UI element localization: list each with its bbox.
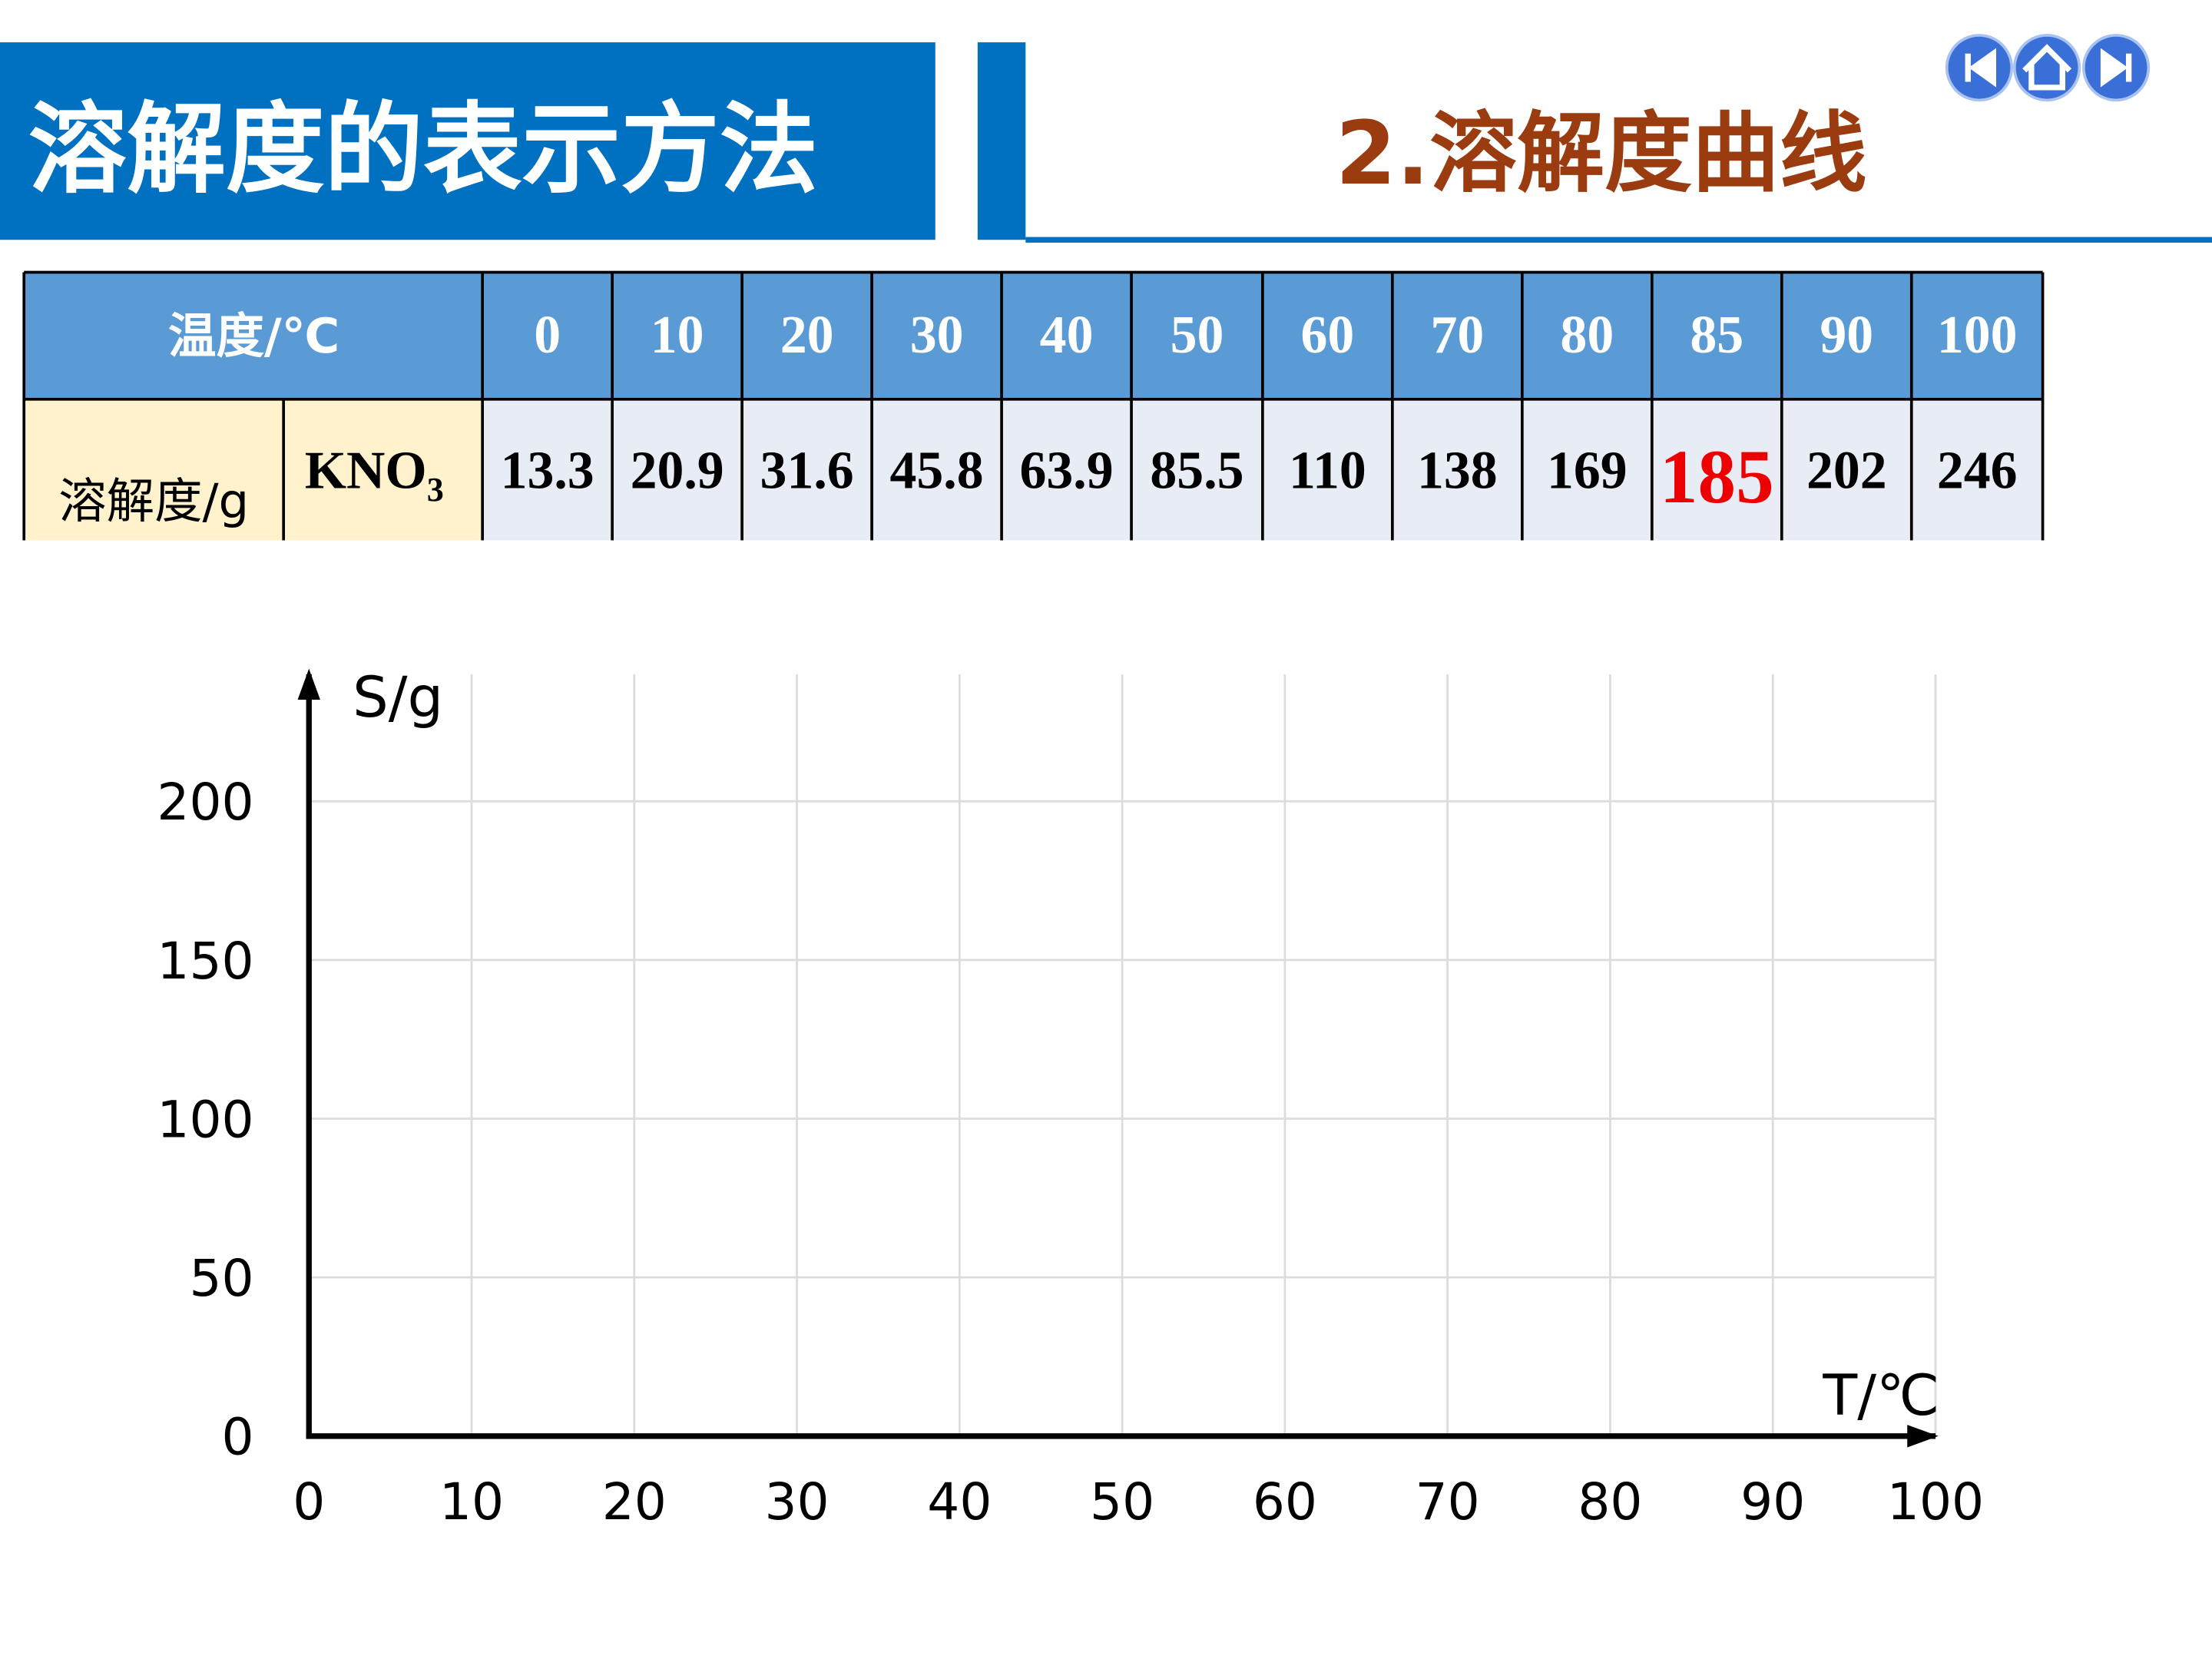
x-axis-label: T/℃ xyxy=(1822,1363,1939,1429)
x-tick-label: 0 xyxy=(293,1472,325,1532)
label-cell xyxy=(24,399,483,541)
nav-buttons xyxy=(1945,34,2151,102)
solubility: 138 xyxy=(1417,442,1498,501)
prev-icon xyxy=(1965,48,1996,88)
temperature: 20 xyxy=(780,306,834,365)
temperature: 40 xyxy=(1040,306,1094,365)
temperature: 50 xyxy=(1171,306,1224,365)
substance: KNO3 xyxy=(305,442,444,509)
title-accent xyxy=(977,42,1026,240)
title: 溶解度的表示方法 xyxy=(28,93,819,207)
x-tick-label: 80 xyxy=(1578,1472,1642,1532)
y-tick-label: 50 xyxy=(189,1249,253,1308)
next-icon xyxy=(2100,48,2132,88)
temperature: 85 xyxy=(1690,306,1743,365)
solubility: 246 xyxy=(1937,442,2018,501)
solubility: 45.8 xyxy=(890,442,984,501)
header-row xyxy=(24,272,2043,399)
x-tick-label: 20 xyxy=(602,1472,667,1532)
header-label: 温度/℃ xyxy=(168,308,339,364)
temperature: 0 xyxy=(534,306,561,365)
solubility: 31.6 xyxy=(760,442,854,501)
temperature: 10 xyxy=(651,306,704,365)
home-icon xyxy=(2022,44,2072,91)
solubility: 185 xyxy=(1660,435,1774,519)
temperature: 90 xyxy=(1820,306,1873,365)
y-axis-label: S/g xyxy=(353,665,443,730)
y-tick-label: 0 xyxy=(222,1408,254,1467)
solubility: 85.5 xyxy=(1150,442,1243,501)
substance-subscript: 3 xyxy=(427,471,444,508)
temperature: 60 xyxy=(1300,306,1354,365)
substance-text: KNO xyxy=(305,442,427,501)
x-tick-label: 30 xyxy=(765,1472,830,1532)
header-rule xyxy=(1025,237,2212,243)
x-tick-label: 50 xyxy=(1090,1472,1154,1532)
y-tick-label: 150 xyxy=(157,932,253,991)
solubility: 20.9 xyxy=(631,442,724,501)
solubility: 13.3 xyxy=(501,442,594,501)
temperature: 30 xyxy=(910,306,964,365)
subtitle: 2.溶解度曲线 xyxy=(1336,102,1867,204)
y-tick-label: 100 xyxy=(157,1090,253,1149)
row-label: 溶解度/g xyxy=(58,473,249,529)
temperature: 100 xyxy=(1937,306,2018,365)
solubility: 110 xyxy=(1289,442,1366,501)
title-bar xyxy=(0,42,935,240)
temperature: 80 xyxy=(1560,306,1614,365)
x-tick-label: 40 xyxy=(927,1472,992,1532)
solubility: 169 xyxy=(1547,442,1628,501)
x-tick-label: 70 xyxy=(1416,1472,1480,1532)
y-arrow xyxy=(297,668,320,700)
x-tick-label: 10 xyxy=(439,1472,504,1532)
x-arrow xyxy=(1907,1425,1939,1448)
x-tick-label: 60 xyxy=(1253,1472,1317,1532)
solubility: 63.9 xyxy=(1020,442,1114,501)
x-tick-label: 100 xyxy=(1887,1472,1984,1532)
x-tick-label: 90 xyxy=(1740,1472,1805,1532)
y-tick-label: 200 xyxy=(157,773,253,832)
temperature: 70 xyxy=(1430,306,1484,365)
solubility: 202 xyxy=(1806,442,1887,501)
